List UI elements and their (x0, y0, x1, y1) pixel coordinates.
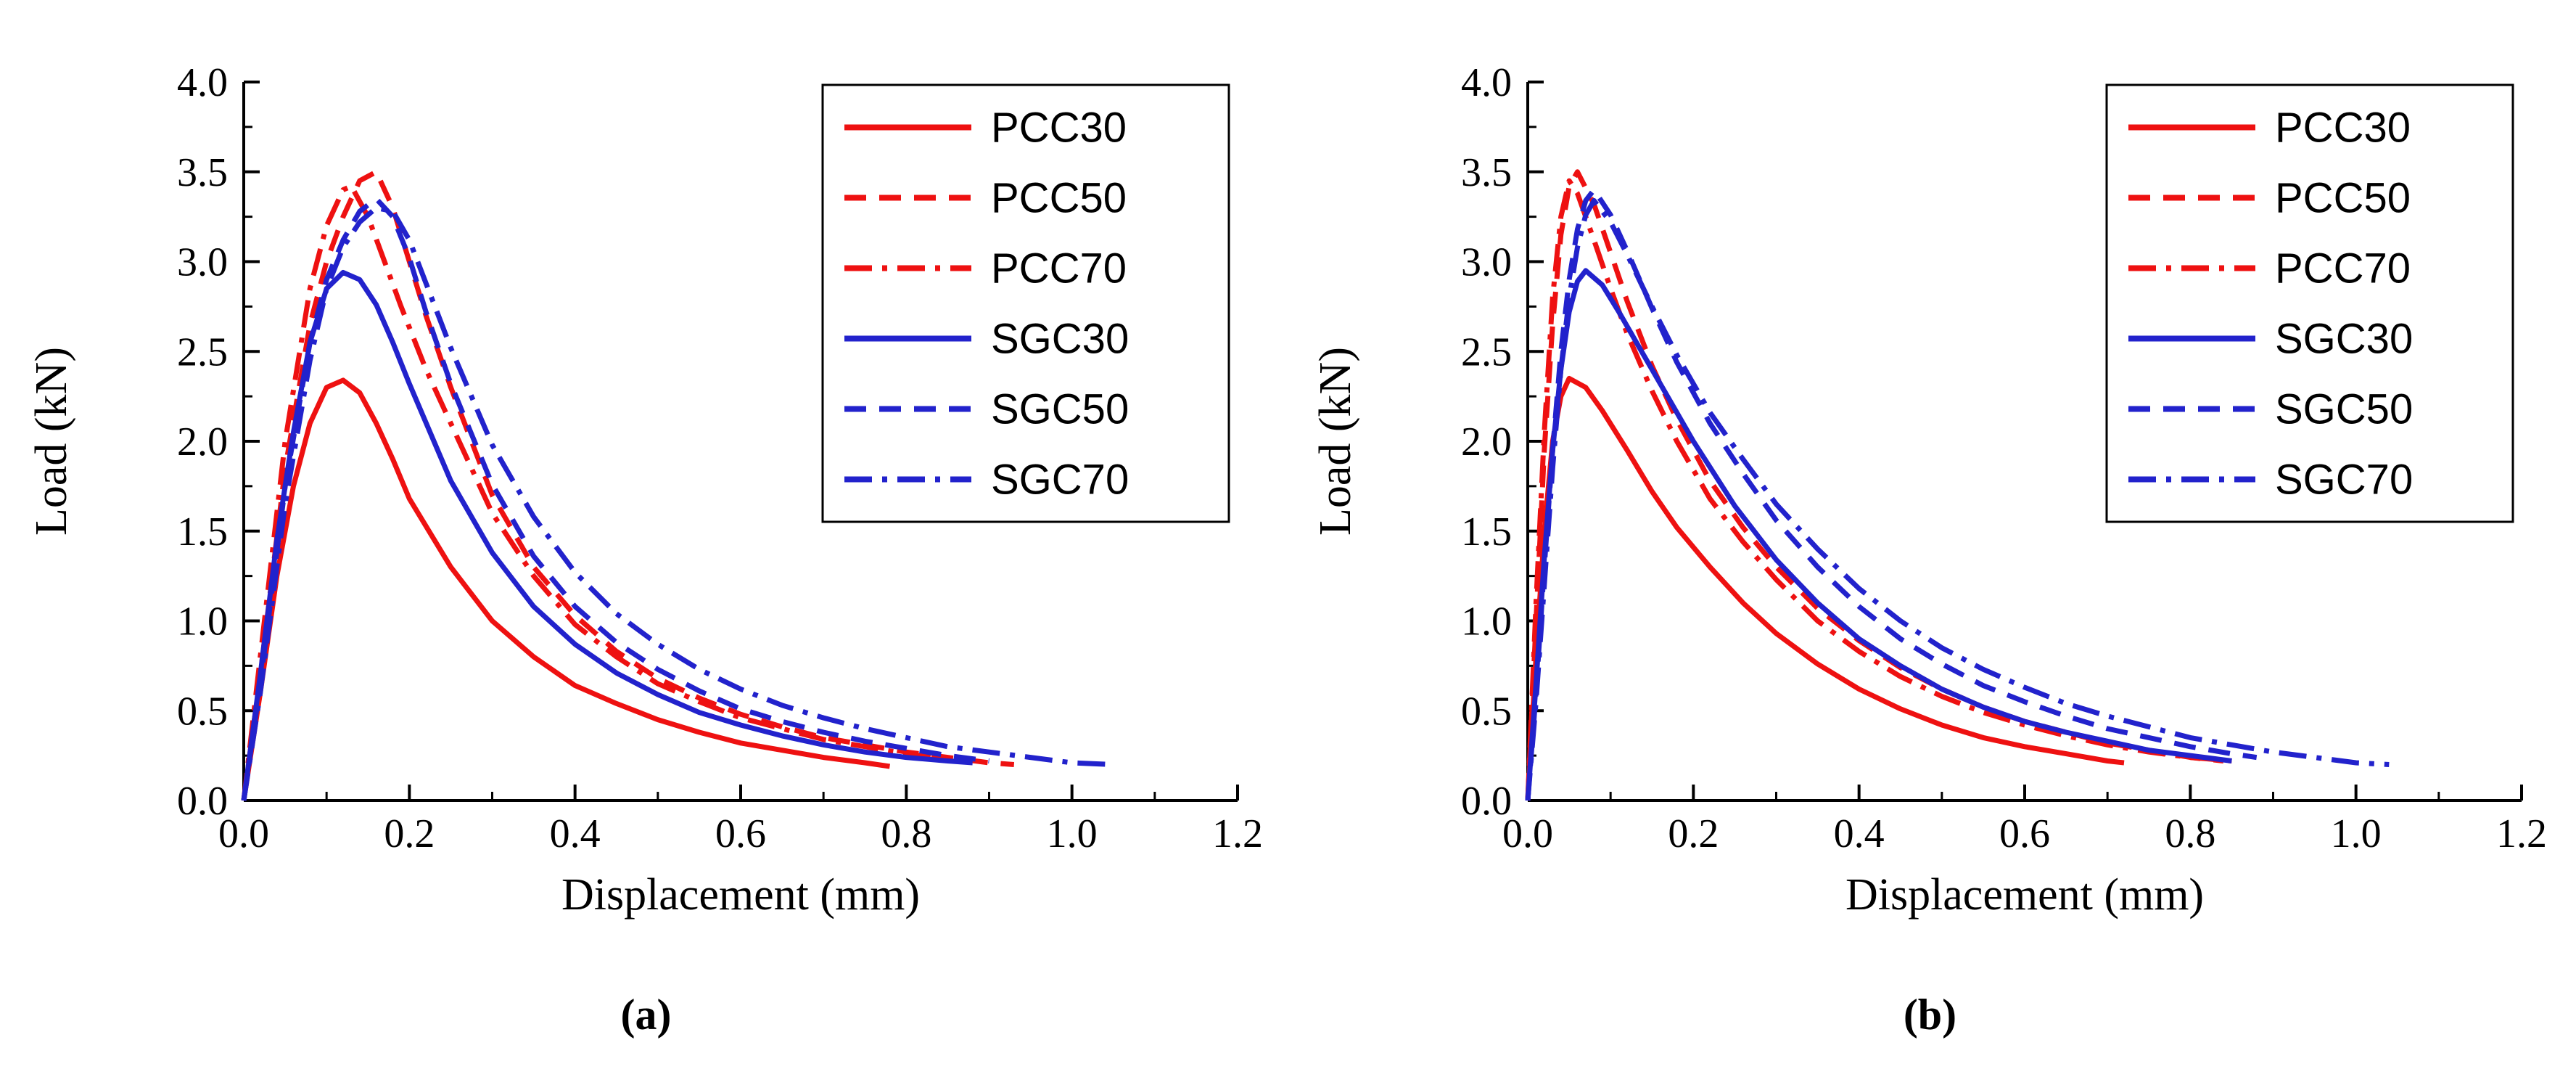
caption-a: (a) (620, 991, 672, 1039)
y-tick-label: 2.5 (177, 329, 228, 374)
x-tick-label: 0.8 (2165, 811, 2215, 856)
y-tick-label: 2.0 (1461, 419, 1512, 464)
y-tick-label: 3.5 (1461, 150, 1512, 195)
y-tick-label: 1.0 (1461, 599, 1512, 644)
legend-box (821, 83, 1230, 523)
caption-b: (b) (1903, 991, 1957, 1039)
legend-label-PCC50: PCC50 (2275, 175, 2411, 222)
series-SGC70-line (1525, 197, 2389, 801)
x-tick-label: 1.0 (2330, 811, 2381, 856)
y-tick-label: 0.0 (177, 779, 228, 824)
legend-label-PCC70: PCC70 (2275, 245, 2411, 292)
chart-a-canvas: 0.0 0.2 0.4 0.6 0.8 1.0 1.2 0.0 0.5 1.0 1.5 2.0 2.5 3… (27, 60, 1263, 920)
legend-label-SGC30: SGC30 (2275, 316, 2413, 363)
x-axis-title: Displacement (mm) (1845, 870, 2203, 920)
chart-b-canvas: 0.0 0.2 0.4 0.6 0.8 1.0 1.2 0.0 0.5 1.0 1.5 2.0 2.5 3… (1311, 60, 2547, 920)
x-tick-label: 1.2 (2496, 811, 2547, 856)
legend-label-PCC30: PCC30 (2275, 105, 2411, 152)
x-tick-label: 0.8 (881, 811, 931, 856)
legend-label-PCC30: PCC30 (991, 105, 1127, 152)
y-tick-label: 4.0 (177, 60, 228, 105)
series-PCC70-line (1525, 178, 2232, 801)
y-tick-label: 3.5 (177, 150, 228, 195)
series-SGC50-line (241, 196, 989, 801)
x-tick-label: 0.0 (1502, 811, 1553, 856)
chart-panel-b: 0.0 0.2 0.4 0.6 0.8 1.0 1.2 0.0 0.5 1.0 1.5 2.0 2.5 3… (1288, 13, 2572, 1040)
y-tick-label: 3.0 (177, 240, 228, 285)
y-tick-label: 0.5 (177, 689, 228, 734)
x-tick-label: 0.2 (1668, 811, 1719, 856)
y-axis-title: Load (kN) (27, 347, 76, 536)
y-tick-label: 4.0 (1461, 60, 1512, 105)
x-tick-label: 0.4 (549, 811, 600, 856)
x-tick-label: 1.0 (1046, 811, 1097, 856)
y-tick-label: 2.0 (177, 419, 228, 464)
x-axis-title: Displacement (mm) (561, 870, 919, 920)
legend-label-PCC50: PCC50 (991, 175, 1127, 222)
legend-label-SGC50: SGC50 (2275, 386, 2413, 433)
legend-label-SGC50: SGC50 (991, 386, 1129, 433)
legend-box (2105, 83, 2514, 523)
x-tick-label: 1.2 (1212, 811, 1263, 856)
legend-label-PCC70: PCC70 (991, 245, 1127, 292)
y-tick-label: 1.5 (1461, 509, 1512, 554)
series-SGC50-line (1525, 187, 2257, 801)
x-tick-label: 0.6 (715, 811, 766, 856)
y-tick-label: 1.5 (177, 509, 228, 554)
y-tick-label: 2.5 (1461, 329, 1512, 374)
legend-label-SGC30: SGC30 (991, 316, 1129, 363)
y-tick-label: 1.0 (177, 599, 228, 644)
series-PCC30-line (241, 377, 890, 801)
x-tick-label: 0.6 (1999, 811, 2050, 856)
y-tick-label: 3.0 (1461, 240, 1512, 285)
legend-label-SGC70: SGC70 (2275, 456, 2413, 504)
y-tick-label: 0.5 (1461, 689, 1512, 734)
x-tick-label: 0.4 (1833, 811, 1884, 856)
chart-panel-a: 0.0 0.2 0.4 0.6 0.8 1.0 1.2 0.0 0.5 1.0 1.5 2.0 2.5 3… (4, 13, 1288, 1040)
x-tick-label: 0.2 (384, 811, 435, 856)
series-PCC70-line (241, 184, 973, 801)
y-axis-title: Load (kN) (1311, 347, 1360, 536)
y-tick-label: 0.0 (1461, 779, 1512, 824)
series-PCC30-line (1525, 375, 2124, 801)
x-tick-label: 0.0 (218, 811, 269, 856)
series-SGC70-line (241, 205, 1114, 801)
legend-label-SGC70: SGC70 (991, 456, 1129, 504)
